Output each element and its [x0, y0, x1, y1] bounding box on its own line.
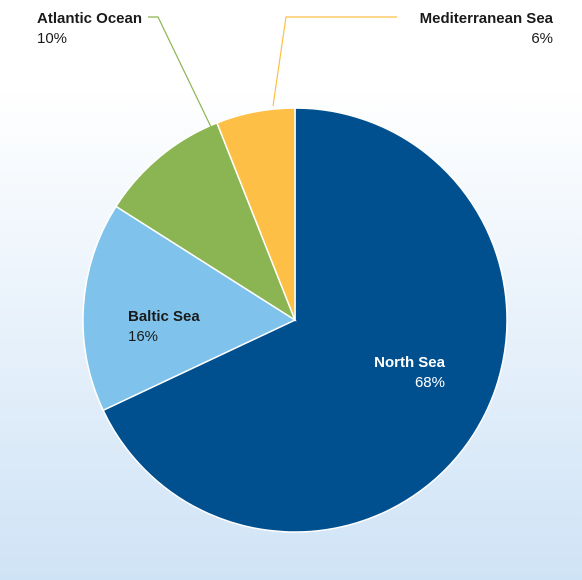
slice-value-atlantic-ocean: 10% — [37, 30, 67, 47]
pie-slice-atlantic-ocean — [114, 121, 297, 322]
pie-slice-north-sea — [102, 107, 508, 533]
leader-lines — [148, 16, 397, 128]
leader-line-atlantic-ocean — [148, 16, 212, 128]
slice-value-mediterranean-sea: 6% — [531, 30, 553, 47]
slice-value-baltic-sea: 16% — [128, 328, 158, 345]
slice-label-north-sea: North Sea — [374, 354, 446, 371]
slice-value-north-sea: 68% — [415, 374, 445, 391]
slice-label-mediterranean-sea: Mediterranean Sea — [420, 10, 554, 27]
pie-slices — [82, 107, 508, 533]
pie-slice-mediterranean-sea — [215, 107, 296, 321]
pie-slice-baltic-sea — [82, 205, 297, 412]
slice-labels: North Sea 68% Baltic Sea 16% Atlantic Ocean 1… — [37, 10, 554, 391]
leader-line-mediterranean-sea — [272, 16, 397, 107]
slice-label-baltic-sea: Baltic Sea — [128, 308, 200, 325]
slice-label-atlantic-ocean: Atlantic Ocean — [37, 10, 142, 27]
